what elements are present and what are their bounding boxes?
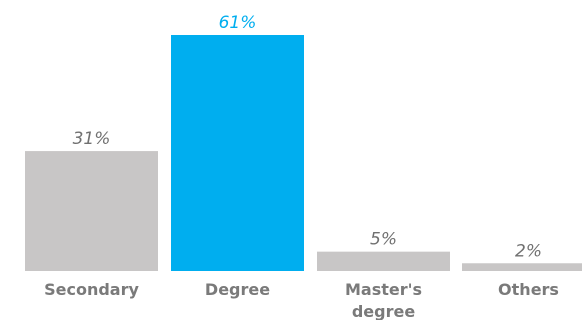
category-label-0: Secondary — [44, 280, 139, 299]
category-label-line: Secondary — [44, 280, 139, 299]
data-label-0: 31% — [73, 129, 111, 149]
bar-0 — [25, 151, 158, 271]
bar-3 — [462, 263, 582, 271]
category-label-1: Degree — [205, 280, 270, 299]
category-label-line: Degree — [205, 280, 270, 299]
category-label-line: Master's — [345, 280, 422, 299]
data-label-3: 2% — [515, 241, 542, 261]
category-label-2: Master's degree — [345, 280, 422, 320]
data-label-1: 61% — [219, 13, 257, 33]
category-label-3: Others — [498, 280, 559, 299]
bar-1 — [171, 35, 304, 271]
category-label-line: degree — [352, 302, 416, 320]
category-label-line: Others — [498, 280, 559, 299]
bar-2 — [317, 251, 450, 271]
data-label-2: 5% — [370, 230, 397, 250]
